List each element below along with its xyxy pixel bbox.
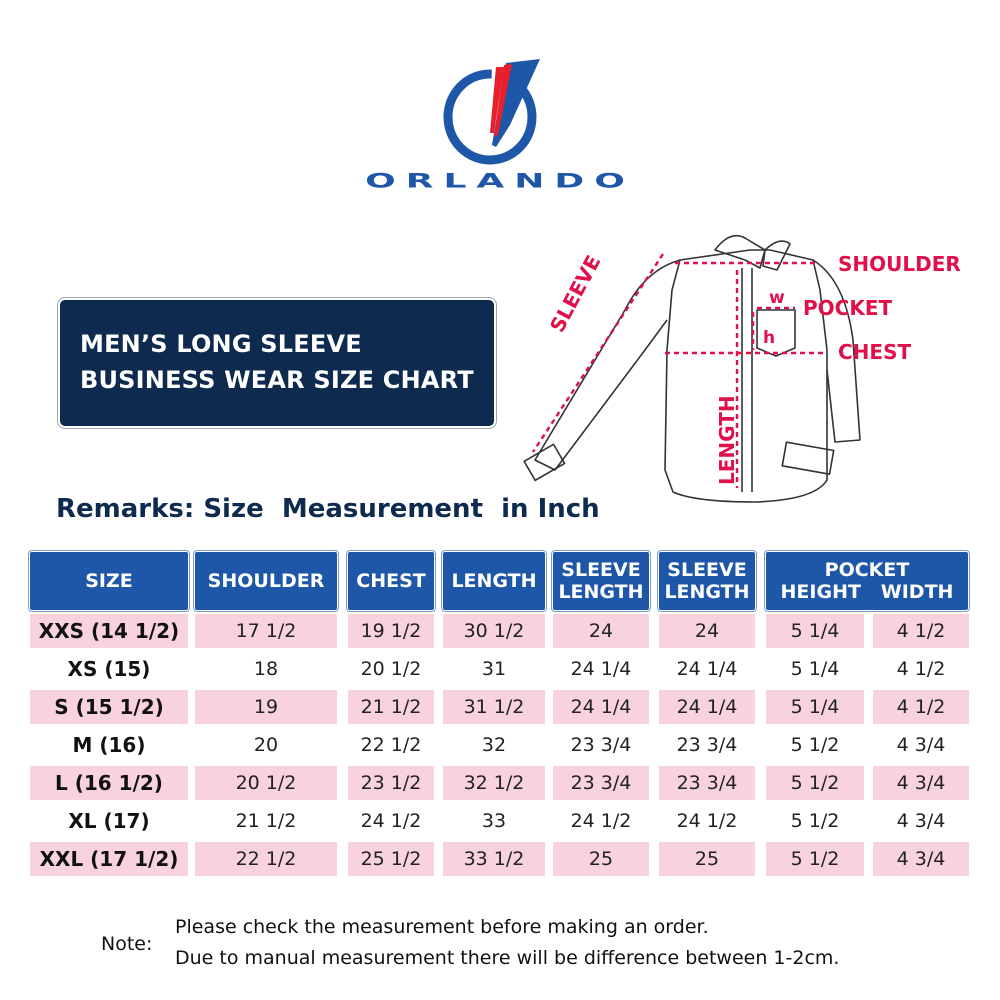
cell-chest: 25 1/2	[348, 842, 434, 876]
shoulder-label: SHOULDER	[838, 252, 961, 276]
cell-length: 32 1/2	[443, 766, 545, 800]
cell-size: XXS (14 1/2)	[30, 614, 188, 648]
header-chest: CHEST	[348, 552, 434, 610]
brand-wordmark: ORLANDO	[365, 170, 635, 193]
cell-pocket-width: 4 1/2	[873, 614, 969, 648]
cell-pocket-height: 5 1/4	[766, 690, 864, 724]
cell-pocket-height: 5 1/2	[790, 734, 840, 756]
cell-pocket-height: 5 1/2	[766, 842, 864, 876]
header-sleeve-length-2: SLEEVE LENGTH	[659, 552, 755, 610]
orlando-logo	[443, 59, 540, 165]
cell-pocket-height: 5 1/2	[766, 766, 864, 800]
shirt-measurement-diagram: SHOULDER POCKET CHEST w h SLEEVE LENGTH	[515, 230, 995, 520]
chart-title-box: MEN’S LONG SLEEVE BUSINESS WEAR SIZE CHA…	[60, 300, 494, 426]
header-sleeve-1-line2: LENGTH	[558, 581, 644, 603]
cell-chest: 21 1/2	[348, 690, 434, 724]
cell-sleeve-length-1: 23 3/4	[570, 734, 632, 756]
cell-pocket-width: 4 3/4	[873, 842, 969, 876]
cell-length: 31	[481, 658, 507, 680]
cell-pocket-width: 4 3/4	[896, 810, 946, 832]
cell-size: L (16 1/2)	[30, 766, 188, 800]
header-size: SIZE	[30, 552, 188, 610]
header-length: LENGTH	[443, 552, 545, 610]
cell-length: 33	[481, 810, 507, 832]
header-sleeve-length-1: SLEEVE LENGTH	[553, 552, 649, 610]
cell-shoulder: 17 1/2	[195, 614, 337, 648]
remarks-text: Remarks: Size Measurement in Inch	[56, 494, 600, 524]
cell-size: M (16)	[72, 733, 146, 757]
pocket-height-label: h	[763, 328, 776, 348]
cell-shoulder: 20 1/2	[195, 766, 337, 800]
cell-length: 30 1/2	[443, 614, 545, 648]
cell-pocket-width: 4 3/4	[896, 734, 946, 756]
chart-title-line1: MEN’S LONG SLEEVE	[80, 330, 362, 358]
cell-size: XS (15)	[67, 657, 151, 681]
cell-chest: 24 1/2	[360, 810, 422, 832]
note-label: Note:	[101, 933, 153, 955]
cell-pocket-width: 4 1/2	[896, 658, 946, 680]
cell-chest: 23 1/2	[348, 766, 434, 800]
length-label: LENGTH	[715, 395, 739, 485]
cell-sleeve-length-2: 23 3/4	[676, 734, 738, 756]
cell-sleeve-length-2: 24	[659, 614, 755, 648]
cell-length: 31 1/2	[443, 690, 545, 724]
header-pocket: POCKET HEIGHT WIDTH	[766, 552, 968, 610]
cell-shoulder: 22 1/2	[195, 842, 337, 876]
cell-sleeve-length-1: 24	[553, 614, 649, 648]
cell-size: S (15 1/2)	[30, 690, 188, 724]
cell-shoulder: 21 1/2	[235, 810, 297, 832]
cell-length: 33 1/2	[443, 842, 545, 876]
cell-chest: 19 1/2	[348, 614, 434, 648]
shirt-outline-icon	[523, 234, 861, 503]
cell-length: 32	[481, 734, 507, 756]
cell-shoulder: 18	[253, 658, 279, 680]
cell-sleeve-length-1: 24 1/2	[570, 810, 632, 832]
cell-chest: 20 1/2	[360, 658, 422, 680]
cell-pocket-width: 4 3/4	[873, 766, 969, 800]
note-line1: Please check the measurement before maki…	[175, 916, 709, 938]
header-shoulder: SHOULDER	[195, 552, 337, 610]
cell-chest: 22 1/2	[360, 734, 422, 756]
cell-sleeve-length-1: 24 1/4	[570, 658, 632, 680]
cell-pocket-width: 4 1/2	[873, 690, 969, 724]
cell-sleeve-length-2: 25	[659, 842, 755, 876]
cell-sleeve-length-2: 24 1/2	[676, 810, 738, 832]
cell-sleeve-length-2: 24 1/4	[676, 658, 738, 680]
header-pocket-line2: HEIGHT WIDTH	[780, 581, 954, 603]
note-line2: Due to manual measurement there will be …	[175, 947, 840, 969]
cell-pocket-height: 5 1/2	[790, 810, 840, 832]
cell-pocket-height: 5 1/4	[790, 658, 840, 680]
header-pocket-line1: POCKET	[824, 559, 910, 581]
cell-sleeve-length-2: 24 1/4	[659, 690, 755, 724]
cell-size: XXL (17 1/2)	[30, 842, 188, 876]
chest-label: CHEST	[838, 340, 912, 364]
cell-pocket-height: 5 1/4	[766, 614, 864, 648]
cell-size: XL (17)	[68, 809, 150, 833]
cell-sleeve-length-1: 25	[553, 842, 649, 876]
header-sleeve-2-line2: LENGTH	[664, 581, 750, 603]
header-sleeve-2-line1: SLEEVE	[667, 559, 747, 581]
header-sleeve-1-line1: SLEEVE	[561, 559, 641, 581]
cell-sleeve-length-1: 23 3/4	[553, 766, 649, 800]
pocket-label: POCKET	[803, 296, 893, 320]
chart-title-line2: BUSINESS WEAR SIZE CHART	[80, 366, 474, 394]
cell-sleeve-length-1: 24 1/4	[553, 690, 649, 724]
cell-shoulder: 20	[253, 734, 279, 756]
cell-sleeve-length-2: 23 3/4	[659, 766, 755, 800]
pocket-width-label: w	[769, 288, 785, 308]
cell-shoulder: 19	[195, 690, 337, 724]
